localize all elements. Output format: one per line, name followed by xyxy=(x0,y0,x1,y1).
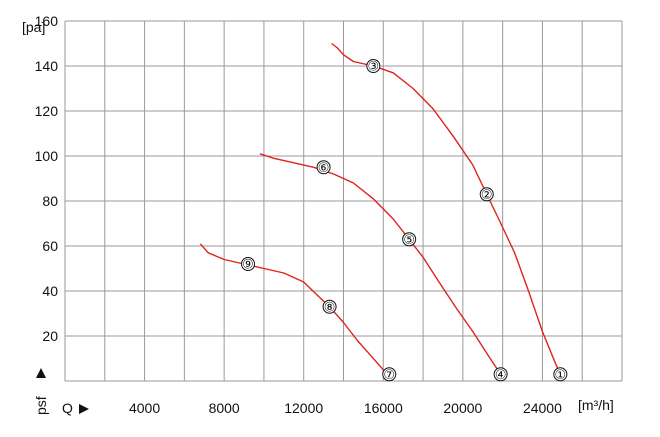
x-tick-label: 20000 xyxy=(443,400,482,416)
y-axis-title: psf xyxy=(33,368,49,415)
marker-circle xyxy=(382,367,397,382)
curve-marker: ⑦ xyxy=(382,367,397,383)
curve-line-2 xyxy=(259,153,502,375)
marker-circle xyxy=(241,257,256,271)
marker-circle xyxy=(553,367,568,382)
grid xyxy=(64,20,623,382)
y-tick-label: 80 xyxy=(42,193,58,209)
y-tick-label: 140 xyxy=(35,58,59,74)
curve-marker: ② xyxy=(479,187,494,203)
x-tick-label: 24000 xyxy=(523,400,562,416)
curve-marker: ⑧ xyxy=(322,299,337,315)
x-axis-title: Q xyxy=(62,400,89,416)
curve-marker: ④ xyxy=(493,367,508,383)
marker-circle xyxy=(402,232,417,247)
marker-circle xyxy=(316,160,331,175)
curve-marker: ⑨ xyxy=(241,257,256,273)
marker-circle xyxy=(493,367,508,382)
curve-marker: ① xyxy=(553,367,568,383)
x-tick-label: 4000 xyxy=(129,400,160,416)
x-unit-label: [m³/h] xyxy=(578,397,614,413)
marker-label: ⑥ xyxy=(318,161,330,176)
y-axis-ticks: 20 40 60 80 100 120 140 160 xyxy=(35,13,59,344)
x-axis-arrow-icon xyxy=(79,404,89,414)
performance-curves xyxy=(199,42,561,375)
marker-label: ② xyxy=(481,188,493,203)
y-tick-label: 100 xyxy=(35,148,59,164)
x-tick-label: 16000 xyxy=(364,400,403,416)
marker-label: ③ xyxy=(368,60,380,75)
marker-circle xyxy=(479,187,494,202)
y-tick-label: 40 xyxy=(42,283,58,299)
y-unit-label: [pa] xyxy=(22,19,45,35)
curve-marker: ⑥ xyxy=(316,160,331,176)
x-axis-ticks: 4000 8000 12000 16000 20000 24000 xyxy=(129,400,562,416)
y-axis-label: psf xyxy=(33,396,49,415)
y-tick-label: 20 xyxy=(42,328,58,344)
x-axis-label: Q xyxy=(62,400,73,416)
curve-marker: ③ xyxy=(366,59,381,75)
marker-label: ④ xyxy=(495,368,507,383)
marker-label: ⑦ xyxy=(383,368,395,383)
x-tick-label: 8000 xyxy=(209,400,240,416)
curve-marker: ⑤ xyxy=(402,232,417,248)
marker-label: ① xyxy=(555,368,567,383)
curve-line-1 xyxy=(331,42,561,375)
y-axis-arrow-icon xyxy=(36,368,46,378)
x-tick-label: 12000 xyxy=(284,400,323,416)
marker-label: ⑧ xyxy=(324,300,336,315)
marker-label: ⑨ xyxy=(242,258,254,273)
marker-circle xyxy=(322,299,337,314)
y-tick-label: 60 xyxy=(42,238,58,254)
curve-markers: ① ② ③ ④ ⑤ ⑥ ⑦ ⑧ ⑨ xyxy=(241,59,568,383)
y-tick-label: 120 xyxy=(35,103,59,119)
y-tick-label: 160 xyxy=(35,13,59,29)
marker-label: ⑤ xyxy=(403,233,415,248)
curve-line-3 xyxy=(199,243,390,375)
marker-circle xyxy=(366,59,381,73)
